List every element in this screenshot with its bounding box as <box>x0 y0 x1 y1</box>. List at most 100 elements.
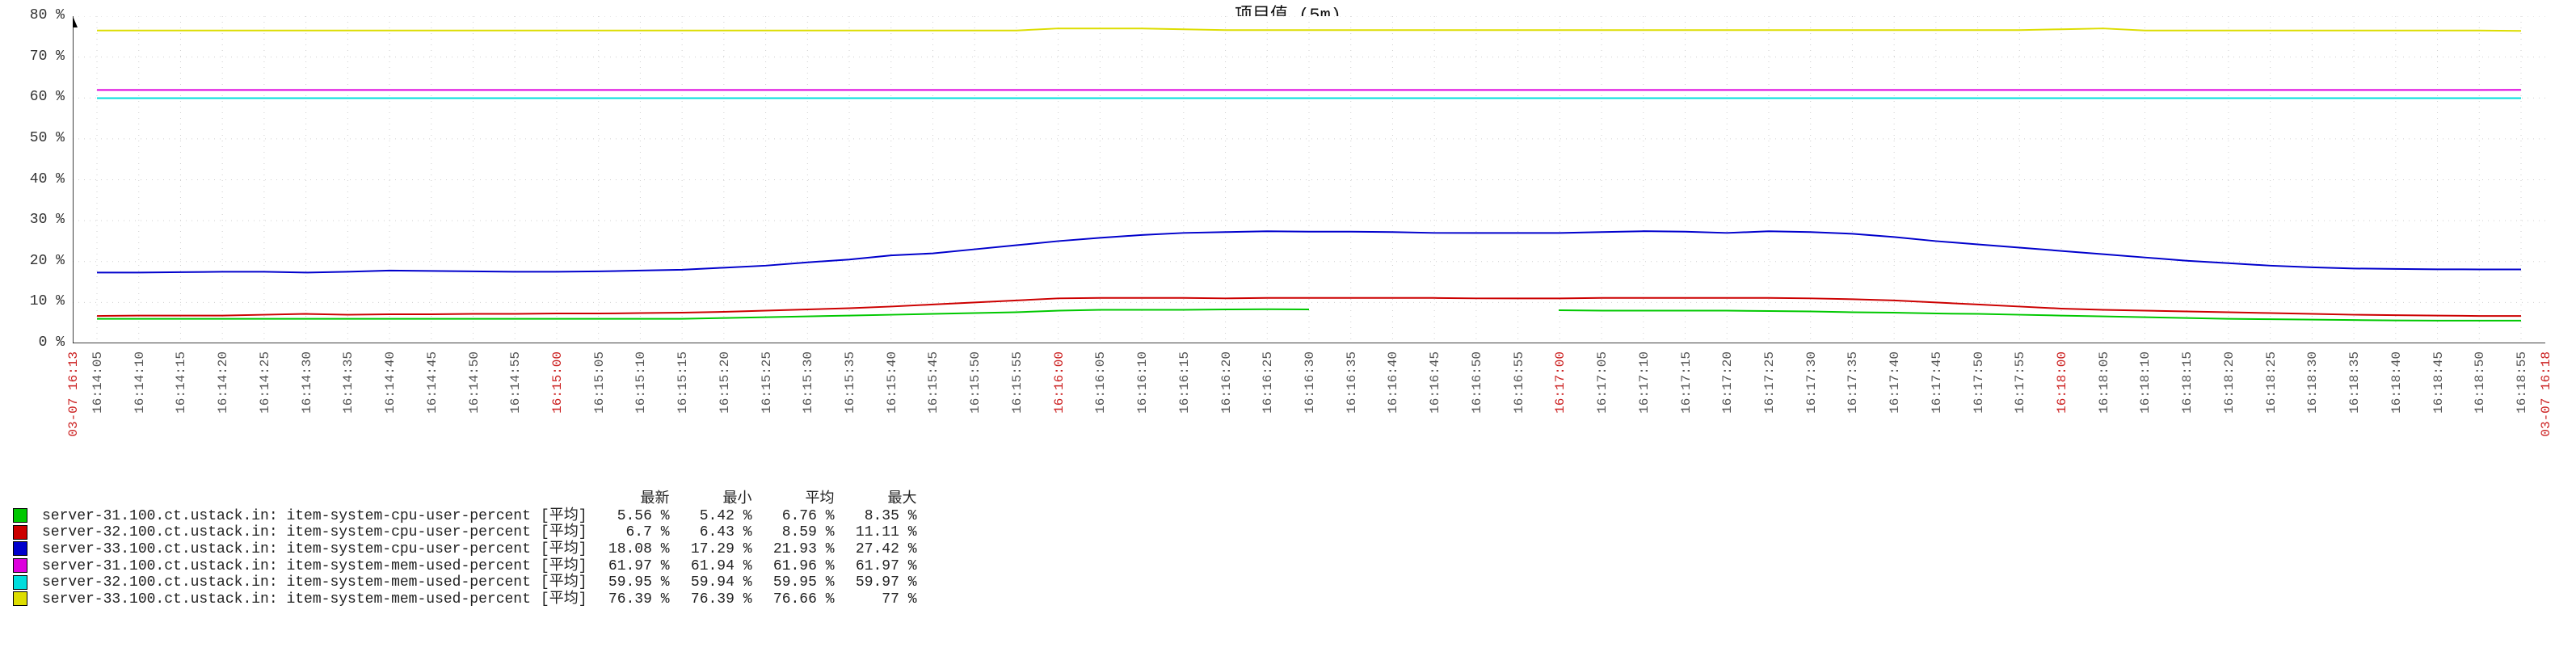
x-tick-label: 16:15:35 <box>843 351 857 414</box>
legend-swatch <box>13 575 27 590</box>
legend-row: server-31.100.ct.ustack.in: item-system-… <box>8 558 922 575</box>
x-tick-label: 16:17:20 <box>1720 351 1735 414</box>
x-tick-label: 16:16:45 <box>1428 351 1442 414</box>
legend-row: server-31.100.ct.ustack.in: item-system-… <box>8 508 922 525</box>
x-tick-label: 16:16:20 <box>1219 351 1234 414</box>
x-end-label: 03-07 16:18 <box>2539 351 2553 437</box>
x-tick-label: 16:16:50 <box>1470 351 1484 414</box>
x-tick-label: 16:18:00 <box>2055 351 2069 414</box>
legend-max: 11.11 % <box>840 524 922 541</box>
x-tick-label: 16:18:10 <box>2138 351 2153 414</box>
x-tick-label: 16:17:45 <box>1930 351 1944 414</box>
legend-agg: [平均] <box>536 541 592 558</box>
x-tick-label: 16:17:15 <box>1679 351 1694 414</box>
y-tick-label: 30 % <box>16 212 65 228</box>
x-tick-label: 16:16:05 <box>1093 351 1108 414</box>
legend-avg: 61.96 % <box>757 558 840 575</box>
legend-series-name: server-33.100.ct.ustack.in: item-system-… <box>37 541 536 558</box>
chart-legend: 最新最小平均最大 server-31.100.ct.ustack.in: item… <box>8 491 922 608</box>
x-tick-label: 16:14:20 <box>216 351 230 414</box>
legend-row: server-33.100.ct.ustack.in: item-system-… <box>8 541 922 558</box>
x-tick-label: 16:15:55 <box>1010 351 1025 414</box>
legend-latest: 6.7 % <box>592 524 675 541</box>
legend-series-name: server-31.100.ct.ustack.in: item-system-… <box>37 508 536 525</box>
x-tick-label: 16:16:30 <box>1303 351 1317 414</box>
x-tick-label: 16:18:35 <box>2347 351 2362 414</box>
x-tick-label: 16:14:10 <box>133 351 147 414</box>
legend-swatch <box>13 525 27 540</box>
legend-swatch <box>13 541 27 556</box>
x-tick-label: 16:17:55 <box>2013 351 2027 414</box>
x-tick-label: 16:15:45 <box>926 351 941 414</box>
x-tick-label: 16:14:40 <box>383 351 398 414</box>
x-tick-label: 16:18:30 <box>2305 351 2320 414</box>
legend-table: 最新最小平均最大 server-31.100.ct.ustack.in: item… <box>8 491 922 608</box>
y-tick-label: 80 % <box>16 7 65 23</box>
legend-header: 平均 <box>757 491 840 508</box>
legend-avg: 6.76 % <box>757 508 840 525</box>
legend-series-name: server-32.100.ct.ustack.in: item-system-… <box>37 524 536 541</box>
x-tick-label: 16:15:15 <box>676 351 690 414</box>
x-tick-label: 16:17:25 <box>1762 351 1777 414</box>
x-tick-label: 16:18:20 <box>2222 351 2237 414</box>
x-tick-label: 16:15:20 <box>718 351 732 414</box>
x-tick-label: 16:16:10 <box>1135 351 1150 414</box>
x-tick-label: 16:15:05 <box>592 351 607 414</box>
legend-latest: 76.39 % <box>592 591 675 608</box>
legend-header: 最大 <box>840 491 922 508</box>
x-tick-label: 16:16:55 <box>1512 351 1526 414</box>
x-tick-label: 16:15:40 <box>885 351 899 414</box>
legend-agg: [平均] <box>536 508 592 525</box>
legend-row: server-32.100.ct.ustack.in: item-system-… <box>8 574 922 591</box>
x-tick-label: 16:14:05 <box>90 351 105 414</box>
y-tick-label: 40 % <box>16 171 65 187</box>
x-tick-label: 16:16:00 <box>1052 351 1067 414</box>
x-tick-label: 16:17:40 <box>1888 351 1902 414</box>
legend-header: 最小 <box>675 491 757 508</box>
x-tick-label: 16:15:30 <box>801 351 815 414</box>
legend-max: 77 % <box>840 591 922 608</box>
legend-latest: 5.56 % <box>592 508 675 525</box>
legend-max: 61.97 % <box>840 558 922 575</box>
x-tick-label: 16:17:50 <box>1972 351 1986 414</box>
legend-row: server-33.100.ct.ustack.in: item-system-… <box>8 591 922 608</box>
legend-agg: [平均] <box>536 574 592 591</box>
y-tick-label: 70 % <box>16 48 65 65</box>
x-tick-label: 16:18:05 <box>2097 351 2111 414</box>
legend-latest: 59.95 % <box>592 574 675 591</box>
x-tick-label: 16:14:55 <box>508 351 523 414</box>
x-tick-label: 16:18:15 <box>2180 351 2195 414</box>
legend-series-name: server-32.100.ct.ustack.in: item-system-… <box>37 574 536 591</box>
x-tick-label: 16:18:55 <box>2515 351 2529 414</box>
legend-max: 59.97 % <box>840 574 922 591</box>
x-tick-label: 16:14:50 <box>467 351 482 414</box>
x-tick-label: 16:14:25 <box>258 351 272 414</box>
x-start-label: 03-07 16:13 <box>66 351 81 437</box>
legend-agg: [平均] <box>536 591 592 608</box>
legend-agg: [平均] <box>536 558 592 575</box>
legend-header: 最新 <box>592 491 675 508</box>
legend-agg: [平均] <box>536 524 592 541</box>
x-tick-label: 16:14:35 <box>341 351 356 414</box>
x-tick-label: 16:15:10 <box>633 351 648 414</box>
x-tick-label: 16:17:10 <box>1637 351 1652 414</box>
y-tick-label: 60 % <box>16 89 65 105</box>
x-tick-label: 16:15:00 <box>550 351 565 414</box>
legend-min: 5.42 % <box>675 508 757 525</box>
x-tick-label: 16:17:00 <box>1553 351 1568 414</box>
legend-swatch <box>13 508 27 523</box>
x-tick-label: 16:17:30 <box>1804 351 1819 414</box>
y-tick-label: 10 % <box>16 293 65 309</box>
x-tick-label: 16:15:50 <box>968 351 983 414</box>
x-tick-label: 16:14:15 <box>174 351 188 414</box>
x-tick-label: 16:16:35 <box>1345 351 1359 414</box>
legend-avg: 76.66 % <box>757 591 840 608</box>
legend-avg: 59.95 % <box>757 574 840 591</box>
x-tick-label: 16:16:40 <box>1386 351 1400 414</box>
legend-min: 76.39 % <box>675 591 757 608</box>
legend-latest: 61.97 % <box>592 558 675 575</box>
y-tick-label: 20 % <box>16 253 65 269</box>
legend-avg: 8.59 % <box>757 524 840 541</box>
y-tick-label: 50 % <box>16 130 65 146</box>
x-tick-label: 16:18:50 <box>2473 351 2487 414</box>
